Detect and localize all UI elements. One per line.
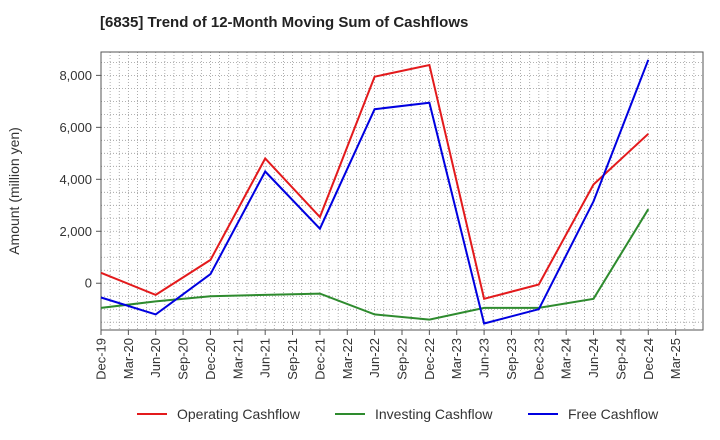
y-tick-label: 8,000 <box>59 68 92 83</box>
series-line <box>100 59 650 325</box>
x-tick-label: Dec-23 <box>531 338 546 380</box>
x-tick-label: Mar-24 <box>559 338 574 379</box>
x-tick-label: Dec-20 <box>203 338 218 380</box>
y-tick-label: 6,000 <box>59 120 92 135</box>
x-tick-label: Dec-19 <box>94 338 109 380</box>
chart-title: [6835] Trend of 12-Month Moving Sum of C… <box>100 14 469 31</box>
x-tick-label: Sep-22 <box>395 338 410 380</box>
legend: Operating Cashflow Investing Cashflow Free… <box>137 406 659 422</box>
x-tick-label: Jun-21 <box>258 338 273 378</box>
x-tick-label: Sep-21 <box>285 338 300 380</box>
y-tick-label: 4,000 <box>59 172 92 187</box>
x-tick-label: Dec-21 <box>312 338 327 380</box>
x-tick-label: Jun-24 <box>586 338 601 378</box>
legend-label: Operating Cashflow <box>177 406 301 422</box>
x-tick-label: Mar-25 <box>668 338 683 379</box>
y-tick-label: 0 <box>85 276 92 291</box>
legend-label: Free Cashflow <box>568 406 659 422</box>
x-tick-label: Dec-24 <box>641 338 656 380</box>
x-tick-label: Mar-23 <box>449 338 464 379</box>
x-tick-label: Sep-24 <box>613 338 628 380</box>
x-tick-label: Mar-21 <box>230 338 245 379</box>
x-tick-label: Sep-20 <box>176 338 191 380</box>
x-tick-label: Sep-23 <box>504 338 519 380</box>
series-lines <box>100 59 650 325</box>
x-tick-label: Dec-22 <box>422 338 437 380</box>
x-tick-label: Jun-22 <box>367 338 382 378</box>
axes: 0 2,000 4,000 6,000 8,000 Dec-19 Mar-20 Jun-20 S… <box>6 51 704 380</box>
x-tick-label: Mar-22 <box>340 338 355 379</box>
x-tick-label: Jun-23 <box>477 338 492 378</box>
x-tick-label: Jun-20 <box>148 338 163 378</box>
series-line <box>100 63 649 301</box>
x-tick-label: Mar-20 <box>121 338 136 379</box>
y-axis-title: Amount (million yen) <box>6 127 22 255</box>
y-tick-label: 2,000 <box>59 224 92 239</box>
legend-label: Investing Cashflow <box>375 406 493 422</box>
series-line <box>100 208 650 321</box>
